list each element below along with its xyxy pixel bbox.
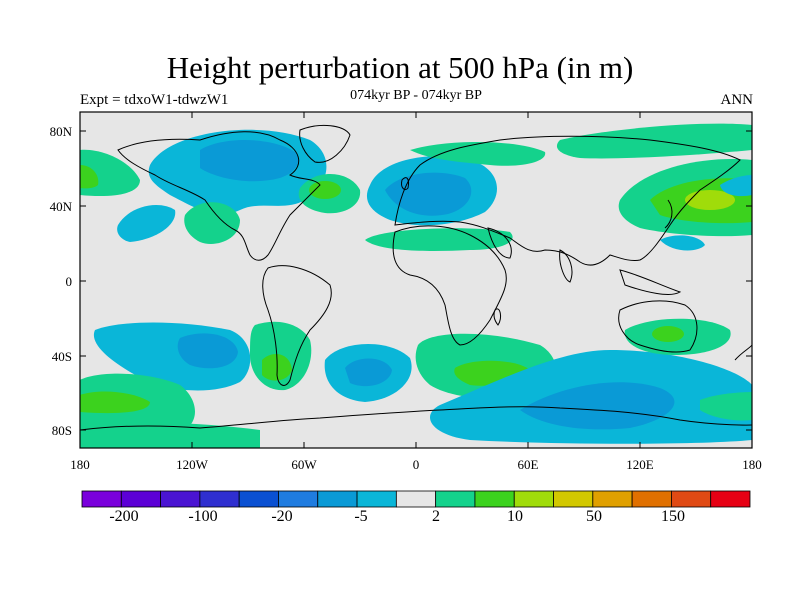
north-america-coast [117,131,321,261]
colorbar-tick-label: 150 [661,508,685,525]
colorbar-swatch [120,490,161,508]
south-america-coast [262,265,332,386]
colorbar-swatch [553,490,594,508]
colorbar-swatch [238,490,279,508]
colorbar-swatch [513,490,554,508]
positive-anomaly-tasman [700,392,752,421]
positive-anomaly-greenland [410,141,546,166]
colorbar-swatch [710,490,751,508]
lon-tick-label: 0 [412,457,420,472]
britain-coast [401,177,409,191]
lon-tick-label: 180 [70,457,90,472]
negative-anomaly-east-pacific [117,205,176,242]
negative-anomaly-north-america-core [200,140,299,182]
negative-anomaly-east-asia [660,235,705,251]
period-label: 074kyr BP - 074kyr BP [350,88,482,103]
colorbar-swatch [317,490,358,508]
lat-tick-label: 80N [49,124,72,139]
new-zealand-coast [734,344,752,361]
positive-anomaly-australia-core [652,326,684,342]
lat-tick-label: 40S [51,349,72,364]
japan-coast [664,199,673,229]
colorbar-tick-label: -200 [109,508,139,525]
experiment-label: Expt = tdxoW1-tdwzW1 [80,92,229,108]
colorbar [81,490,751,508]
colorbar-swatch [160,490,201,508]
season-label: ANN [720,92,754,108]
positive-anomaly-pacific-west-core [80,165,99,189]
colorbar-swatch [395,490,437,508]
axis-ticks [80,112,752,448]
colorbar-swatch [592,490,633,508]
lat-tick-label: 40N [49,199,72,214]
madagascar-coast [493,308,502,326]
positive-anomaly-south-pacific-core [80,391,150,414]
antarctica-coast [80,406,752,431]
lon-tick-label: 120W [176,457,208,472]
negative-anomaly-south-pacific-core [177,333,238,369]
greenland-coast [299,124,351,163]
colorbar-swatch [278,490,319,508]
plot-title: Height perturbation at 500 hPa (in m) [166,50,634,85]
positive-anomaly-subtropical-atlantic [365,228,513,251]
coastlines [80,124,752,431]
colorbar-swatch [356,490,397,508]
positive-anomaly-northeast-pacific [184,202,240,244]
colorbar-tick-label: 50 [586,508,602,525]
colorbar-swatch [435,490,476,508]
negative-anomaly-south-atlantic-core [345,358,392,387]
eurasia-coast [394,135,741,266]
positive-anomaly-north-atlantic-core [309,181,341,199]
lon-tick-label: 60E [517,457,539,472]
colorbar-tick-label: 2 [432,508,440,525]
colorbar-tick-label: -20 [271,508,293,525]
lat-tick-label: 0 [65,274,73,289]
arabia-coast [487,227,512,259]
colorbar-swatch [199,490,240,508]
australia-coast [618,300,698,353]
colorbar-tick-label: -100 [188,508,218,525]
india-coast [559,249,573,283]
colorbar-swatch [671,490,712,508]
colorbar-swatch [631,490,672,508]
lon-tick-label: 120E [626,457,654,472]
negative-anomaly-north-pacific-edge [720,175,752,197]
lon-tick-label: 60W [291,457,317,472]
indonesia-coast [619,269,682,295]
colorbar-tick-label: 10 [507,508,523,525]
colorbar-swatch [81,490,122,508]
africa-coast [392,225,507,346]
lon-tick-label: 180 [742,457,762,472]
lat-tick-label: 80S [51,423,72,438]
colorbar-tick-label: -5 [354,508,368,525]
negative-anomaly-southern-ocean-core [520,382,675,430]
colorbar-swatch [474,490,515,508]
positive-anomaly-antarctic-west [80,422,260,448]
positive-anomaly-northeast-asia-peak [685,190,735,210]
